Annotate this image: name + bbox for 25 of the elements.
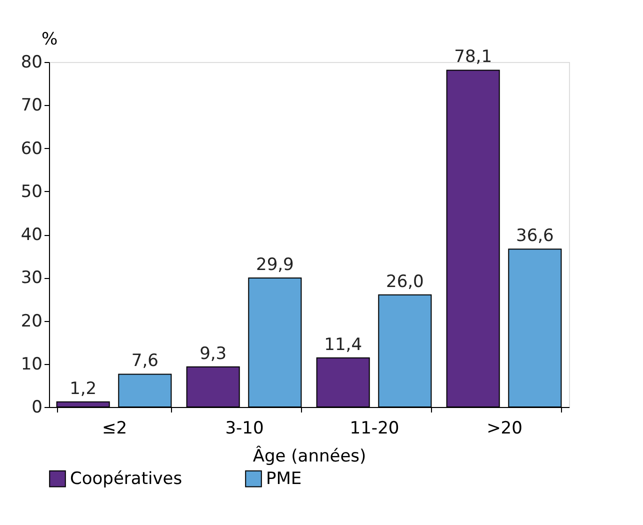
x-axis-title: Âge (années): [252, 446, 366, 466]
x-tick-label: ≤2: [102, 418, 128, 438]
data-label: 1,2: [70, 378, 97, 399]
y-tick-label: 30: [20, 268, 42, 288]
y-axis-title: %: [42, 30, 58, 50]
x-tick-label: >20: [486, 418, 522, 438]
y-tick-label: 50: [20, 182, 42, 202]
data-label: 7,6: [131, 351, 158, 372]
y-tick-label: 0: [32, 398, 42, 418]
data-label: 78,1: [454, 47, 492, 68]
x-tick-label: 11-20: [350, 418, 400, 438]
data-label: 29,9: [256, 255, 294, 276]
x-tick-label: 3-10: [225, 418, 264, 438]
y-tick-label: 40: [20, 225, 42, 245]
data-label: 36,6: [516, 226, 554, 246]
data-label: 26,0: [386, 272, 424, 292]
y-tick-label: 60: [20, 138, 42, 159]
y-tick-label: 20: [20, 311, 42, 332]
legend-label: PME: [266, 468, 302, 489]
data-label: 9,3: [200, 344, 227, 364]
y-tick-label: 70: [20, 96, 42, 116]
data-label: 11,4: [324, 334, 362, 355]
y-tick-label: 10: [20, 354, 42, 374]
legend-label: Coopératives: [70, 468, 182, 489]
y-tick-label: 80: [20, 52, 42, 72]
